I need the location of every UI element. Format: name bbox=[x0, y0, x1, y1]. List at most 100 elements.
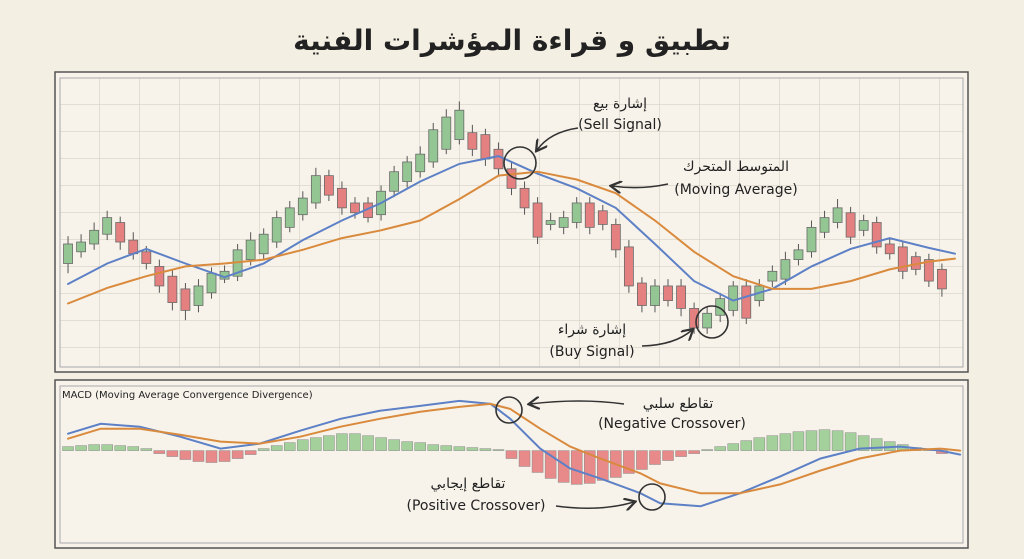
ma-arrow bbox=[612, 184, 669, 188]
candle-body bbox=[154, 266, 165, 287]
candle-body bbox=[858, 220, 869, 231]
histogram-bar bbox=[805, 430, 818, 451]
histogram-bar bbox=[727, 443, 739, 451]
candle-body bbox=[623, 246, 634, 287]
histogram-bar bbox=[544, 450, 557, 479]
histogram-bar bbox=[140, 448, 153, 451]
histogram-bar bbox=[62, 446, 74, 451]
candle-body bbox=[610, 224, 621, 251]
histogram-bar bbox=[714, 446, 726, 451]
line bbox=[67, 402, 962, 495]
candle-body bbox=[428, 129, 439, 163]
histogram-bar bbox=[518, 450, 531, 467]
histogram-bar bbox=[818, 429, 831, 451]
histogram-bar bbox=[297, 439, 309, 451]
histogram-bar bbox=[310, 437, 322, 451]
histogram-bar bbox=[336, 433, 348, 451]
candle-body bbox=[467, 132, 478, 150]
annotation: (Positive Crossover) bbox=[407, 498, 546, 514]
candle-body bbox=[115, 222, 126, 243]
histogram-bar bbox=[166, 450, 179, 457]
candle-body bbox=[806, 226, 817, 253]
histogram-bar bbox=[623, 450, 635, 474]
candle-body bbox=[271, 217, 282, 243]
annotations: إشارة بيع (Sell Signal) المتوسط المتحرك … bbox=[62, 96, 798, 514]
buy-circle bbox=[695, 305, 729, 339]
candle-body bbox=[310, 175, 321, 204]
histogram-bar bbox=[362, 435, 374, 451]
histogram-bar bbox=[440, 445, 453, 451]
histogram-bar bbox=[492, 449, 505, 451]
candle-body bbox=[897, 246, 908, 272]
line bbox=[67, 399, 962, 508]
histogram-bar bbox=[114, 445, 126, 451]
histogram-bar bbox=[701, 449, 713, 451]
annotation: إشارة بيع bbox=[593, 96, 647, 112]
histogram-bar bbox=[127, 446, 140, 451]
histogram-bar bbox=[153, 450, 166, 454]
candle-body bbox=[923, 259, 934, 282]
pos-arrow bbox=[555, 502, 634, 508]
histogram-bar bbox=[349, 433, 361, 451]
candle-body bbox=[76, 241, 86, 253]
page-title: تطبيق و قراءة المؤشرات الفنية bbox=[293, 24, 731, 57]
pos-circle bbox=[638, 483, 666, 511]
candle-body bbox=[441, 116, 452, 150]
histogram-bar bbox=[453, 446, 466, 451]
candle-body bbox=[350, 202, 360, 214]
histogram-bar bbox=[584, 450, 596, 484]
candle-body bbox=[63, 243, 73, 264]
candle-body bbox=[597, 210, 608, 225]
histogram-bar bbox=[649, 450, 661, 465]
candle-body bbox=[741, 285, 752, 319]
candle-body bbox=[532, 202, 543, 238]
histogram-bar bbox=[179, 450, 192, 460]
annotation: تقاطع سلبي bbox=[643, 396, 714, 412]
annotation: (Sell Signal) bbox=[578, 117, 662, 133]
candle-body bbox=[102, 217, 113, 235]
histogram-bar bbox=[284, 442, 296, 451]
candle-body bbox=[206, 272, 217, 294]
histogram-bar bbox=[597, 450, 609, 481]
histogram-bar bbox=[75, 445, 87, 451]
histogram-bar bbox=[505, 450, 518, 459]
plot-layer bbox=[62, 101, 962, 508]
candle-body bbox=[676, 285, 686, 309]
histogram-bar bbox=[531, 450, 544, 473]
histogram-bar bbox=[570, 450, 583, 485]
histogram-bar bbox=[101, 444, 113, 451]
histogram-bar bbox=[375, 437, 387, 451]
candle-body bbox=[245, 239, 256, 261]
macd-title: MACD (Moving Average Convergence Diverge… bbox=[62, 390, 313, 401]
candle-body bbox=[193, 285, 204, 306]
candle-body bbox=[702, 312, 713, 329]
histogram-bar bbox=[257, 448, 270, 451]
candle-body bbox=[819, 217, 830, 233]
candle-body bbox=[389, 171, 400, 192]
candle-body bbox=[871, 222, 882, 248]
candle-body bbox=[845, 212, 856, 238]
buy-arrow bbox=[641, 330, 692, 347]
candle-body bbox=[584, 202, 595, 228]
histogram-bar bbox=[557, 450, 570, 483]
candle-body bbox=[89, 229, 100, 245]
candle-body bbox=[558, 217, 569, 228]
candle-body bbox=[519, 187, 530, 209]
histogram-bar bbox=[244, 450, 257, 455]
histogram-bar bbox=[427, 444, 439, 451]
histogram-bar bbox=[792, 431, 805, 451]
candle-body bbox=[284, 207, 295, 228]
candle-body bbox=[141, 251, 152, 264]
candle-body bbox=[180, 288, 191, 311]
histogram-bar bbox=[270, 445, 283, 451]
histogram-bar bbox=[831, 430, 844, 451]
histogram-bar bbox=[636, 450, 648, 470]
candle-body bbox=[650, 285, 660, 306]
candle-body bbox=[937, 268, 947, 290]
candle-body bbox=[454, 109, 465, 140]
histogram-bar bbox=[88, 444, 100, 451]
candle-body bbox=[415, 153, 426, 173]
histogram-bar bbox=[870, 438, 883, 451]
histogram-bar bbox=[401, 441, 413, 451]
